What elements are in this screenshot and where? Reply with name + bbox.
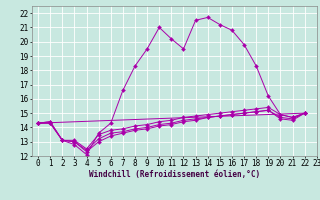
X-axis label: Windchill (Refroidissement éolien,°C): Windchill (Refroidissement éolien,°C) — [89, 170, 260, 179]
